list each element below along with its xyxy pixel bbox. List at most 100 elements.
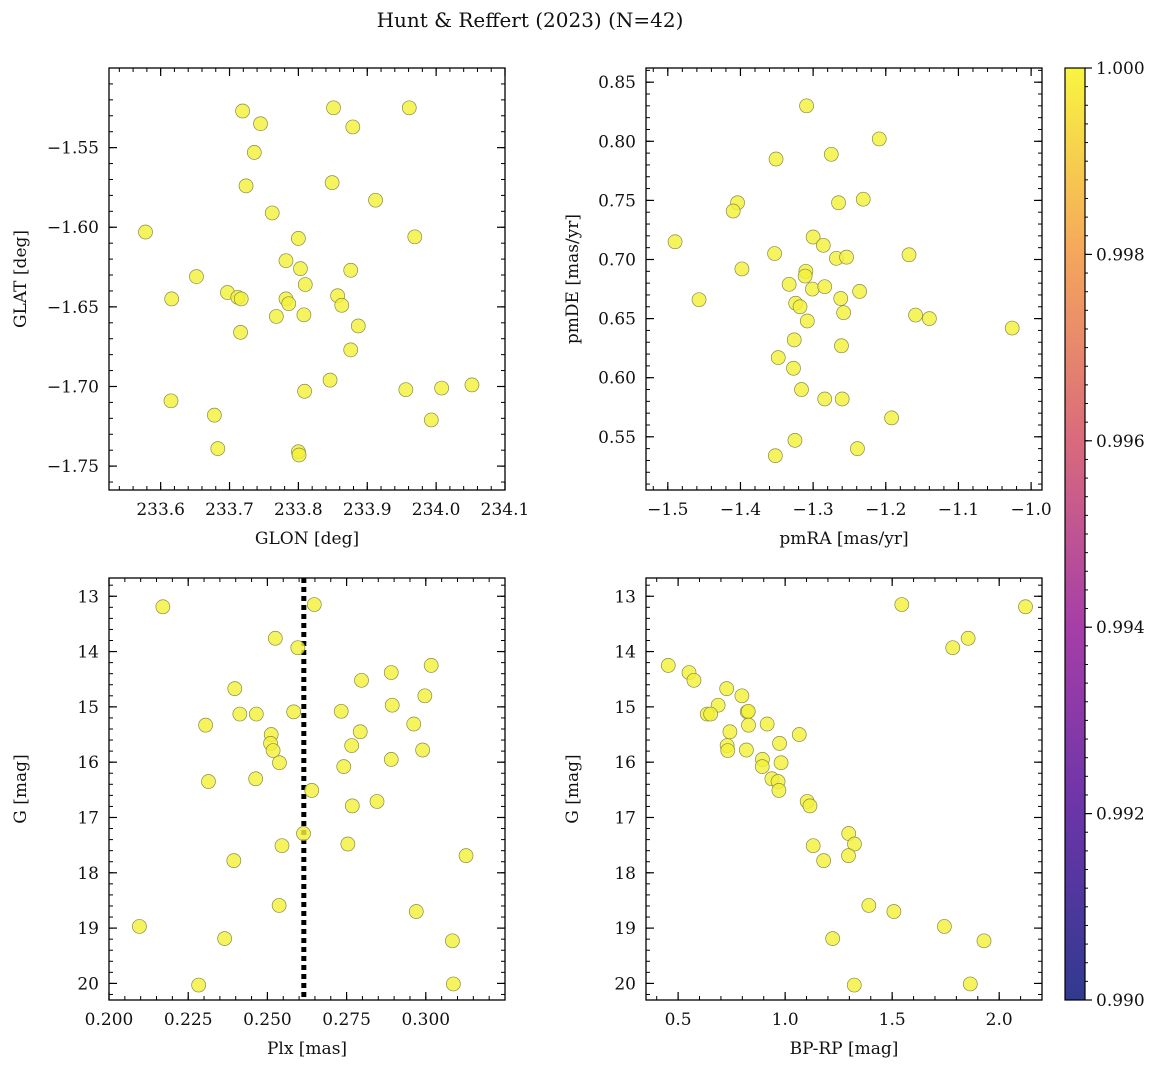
- data-point: [816, 853, 832, 868]
- data-point: [296, 826, 311, 841]
- y-tick-label: 17: [614, 808, 636, 828]
- data-point: [246, 145, 262, 160]
- data-point: [722, 724, 738, 740]
- data-point: [703, 706, 718, 722]
- data-point: [415, 742, 430, 758]
- data-point: [922, 311, 937, 326]
- data-point: [217, 931, 232, 946]
- data-point: [164, 291, 180, 307]
- data-point: [369, 794, 385, 809]
- data-point: [786, 332, 802, 348]
- data-point: [741, 717, 756, 733]
- data-point: [384, 697, 400, 713]
- y-tick-label: 0.60: [598, 369, 636, 389]
- data-point: [787, 433, 803, 448]
- data-point: [781, 276, 797, 292]
- data-point: [817, 391, 833, 407]
- data-point: [322, 372, 338, 388]
- data-point: [894, 597, 910, 612]
- data-point: [886, 904, 902, 919]
- y-tick-label: 15: [77, 698, 99, 718]
- data-point: [962, 976, 978, 992]
- y-tick-label: 16: [614, 753, 636, 773]
- colorbar-tick-label: 0.990: [1096, 991, 1145, 1011]
- data-point: [201, 774, 216, 789]
- x-tick-label: −1.5: [647, 500, 688, 520]
- data-point: [464, 377, 480, 393]
- y-tick-label: −1.60: [47, 218, 99, 238]
- y-tick-label: −1.75: [47, 457, 99, 477]
- data-point: [132, 919, 147, 934]
- panel-bottom-right: 0.5 1.0 1.5 2.0 13 14 15 16 17 18 19 20 BP-RP [mag] G…: [563, 577, 1043, 1059]
- data-point: [344, 798, 360, 814]
- data-point: [227, 681, 243, 696]
- data-point: [278, 253, 294, 269]
- y-tick-label: 13: [614, 587, 636, 607]
- y-tick-label: 15: [614, 698, 636, 718]
- y-tick-label: −1.55: [47, 139, 99, 159]
- data-point: [226, 853, 242, 868]
- data-point: [976, 933, 992, 949]
- y-tick-label: 0.85: [598, 73, 636, 93]
- x-tick-label: −1.2: [865, 500, 906, 520]
- data-point: [767, 246, 782, 261]
- data-point: [719, 681, 735, 696]
- data-point: [901, 247, 917, 263]
- data-point: [210, 441, 226, 456]
- data-point: [691, 292, 707, 308]
- data-point: [861, 898, 877, 913]
- data-point: [794, 382, 809, 397]
- panel-top-right: −1.5 −1.4 −1.3 −1.2 −1.1 −1.0 0.55 0.60 0.65 0.70…: [563, 67, 1052, 549]
- data-point: [1004, 320, 1020, 336]
- data-point: [960, 630, 976, 646]
- data-point: [383, 665, 399, 680]
- x-tick-label: −1.3: [792, 500, 833, 520]
- x-tick-label: 0.5: [665, 1010, 692, 1030]
- data-point: [847, 836, 862, 852]
- data-point: [271, 898, 287, 913]
- data-point: [297, 383, 312, 399]
- data-point: [458, 848, 474, 863]
- data-point: [805, 838, 821, 854]
- data-point: [269, 309, 284, 324]
- data-point: [759, 716, 775, 732]
- data-point: [198, 717, 213, 733]
- x-tick-label: 1.0: [772, 1010, 799, 1030]
- data-point: [937, 919, 952, 934]
- data-point: [267, 630, 283, 646]
- data-point: [739, 742, 754, 758]
- y-axis-label: G [mag]: [563, 754, 583, 823]
- colorbar-tick-label: 0.994: [1096, 618, 1145, 638]
- data-point: [850, 441, 865, 456]
- data-point: [831, 195, 846, 211]
- y-tick-label: 0.80: [598, 132, 636, 152]
- y-tick-label: 16: [77, 753, 99, 773]
- data-point: [423, 412, 439, 428]
- data-point: [884, 410, 899, 426]
- data-point: [834, 391, 850, 407]
- data-point: [740, 703, 756, 719]
- data-point: [417, 688, 433, 704]
- data-point: [291, 231, 306, 246]
- data-point: [725, 203, 741, 219]
- data-point: [155, 599, 171, 615]
- data-point: [772, 736, 787, 751]
- data-point: [345, 119, 361, 135]
- data-point: [304, 783, 320, 798]
- data-point: [286, 704, 302, 720]
- panel-bottom-left: 0.200 0.225 0.250 0.275 0.300 13 14 15 16 17 18 19 2…: [11, 577, 506, 1059]
- y-tick-label: 0.65: [598, 310, 636, 330]
- data-point: [833, 291, 849, 306]
- data-point: [720, 743, 736, 758]
- data-point: [296, 307, 312, 323]
- y-axis-label: GLAT [deg]: [11, 230, 31, 328]
- data-point: [233, 291, 249, 307]
- data-point: [290, 640, 306, 656]
- data-point: [248, 706, 264, 722]
- data-point: [336, 759, 352, 774]
- data-point: [408, 904, 424, 919]
- data-point: [406, 716, 422, 732]
- y-tick-label: 0.75: [598, 191, 636, 211]
- data-point: [272, 755, 287, 771]
- colorbar-tick-label: 1.000: [1096, 59, 1145, 79]
